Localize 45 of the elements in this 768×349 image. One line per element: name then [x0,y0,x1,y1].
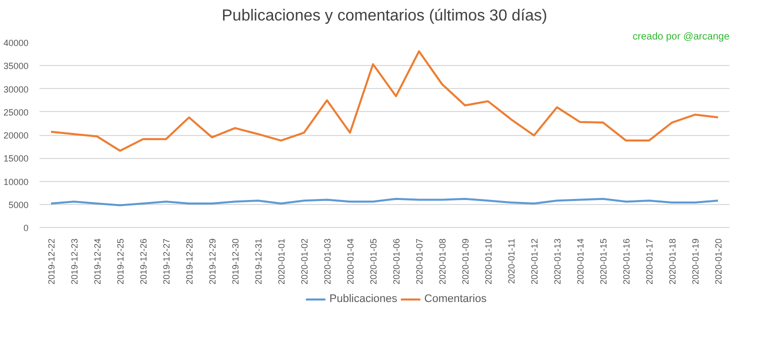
annotation: creado por @arcange [632,32,730,42]
x-tick-label: 2020-01-16 [622,238,632,285]
x-tick-label: 2020-01-18 [668,238,678,285]
y-tick-label: 10000 [3,176,29,187]
y-tick-label: 20000 [3,130,29,140]
x-tick-label: 2020-01-12 [530,238,540,285]
legend-label: Comentarios [424,293,487,305]
x-tick-label: 2020-01-15 [598,238,608,285]
y-tick-label: 25000 [3,107,29,118]
x-tick-label: 2019-12-24 [92,238,102,285]
x-tick-label: 2020-01-02 [300,238,310,285]
x-tick-label: 2019-12-29 [208,238,218,285]
y-tick-label: 40000 [3,38,29,48]
x-tick-label: 2019-12-23 [70,238,80,285]
x-tick-label: 2019-12-28 [184,238,194,285]
line-series [50,198,719,206]
x-tick-label: 2020-01-01 [276,238,286,285]
x-tick-label: 2020-01-05 [368,238,378,285]
y-tick-label: 5000 [8,200,29,210]
x-tick-label: 2019-12-27 [162,238,172,285]
x-tick-label: 2020-01-07 [414,238,424,285]
x-tick-label: 2020-01-17 [644,238,654,285]
y-tick-label: 30000 [3,84,29,94]
x-tick-label: 2019-12-22 [46,238,56,285]
x-tick-label: 2019-12-30 [230,238,240,285]
legend-label: Publicaciones [329,293,398,305]
x-tick-label: 2019-12-25 [116,238,126,285]
x-tick-label: 2020-01-13 [552,238,562,285]
x-tick-label: 2020-01-03 [322,238,332,285]
x-tick-label: 2020-01-04 [346,238,356,285]
line-series [50,50,719,152]
x-tick-label: 2019-12-31 [254,238,264,285]
x-tick-label: 2020-01-11 [506,238,516,284]
x-tick-label: 2020-01-09 [460,238,470,285]
x-tick-label: 2020-01-14 [576,238,586,285]
x-tick-label: 2020-01-10 [484,238,494,285]
y-tick-label: 15000 [3,154,29,164]
x-tick-label: 2020-01-08 [438,238,448,285]
x-tick-label: 2019-12-26 [138,238,148,285]
x-tick-label: 2020-01-20 [714,238,724,285]
y-tick-label: 35000 [3,61,29,72]
x-tick-label: 2020-01-06 [392,238,402,285]
chart-title: Publicaciones y comentarios (últimos 30 días) [222,8,548,24]
x-tick-label: 2020-01-19 [690,238,700,285]
y-tick-label: 0 [23,223,29,233]
